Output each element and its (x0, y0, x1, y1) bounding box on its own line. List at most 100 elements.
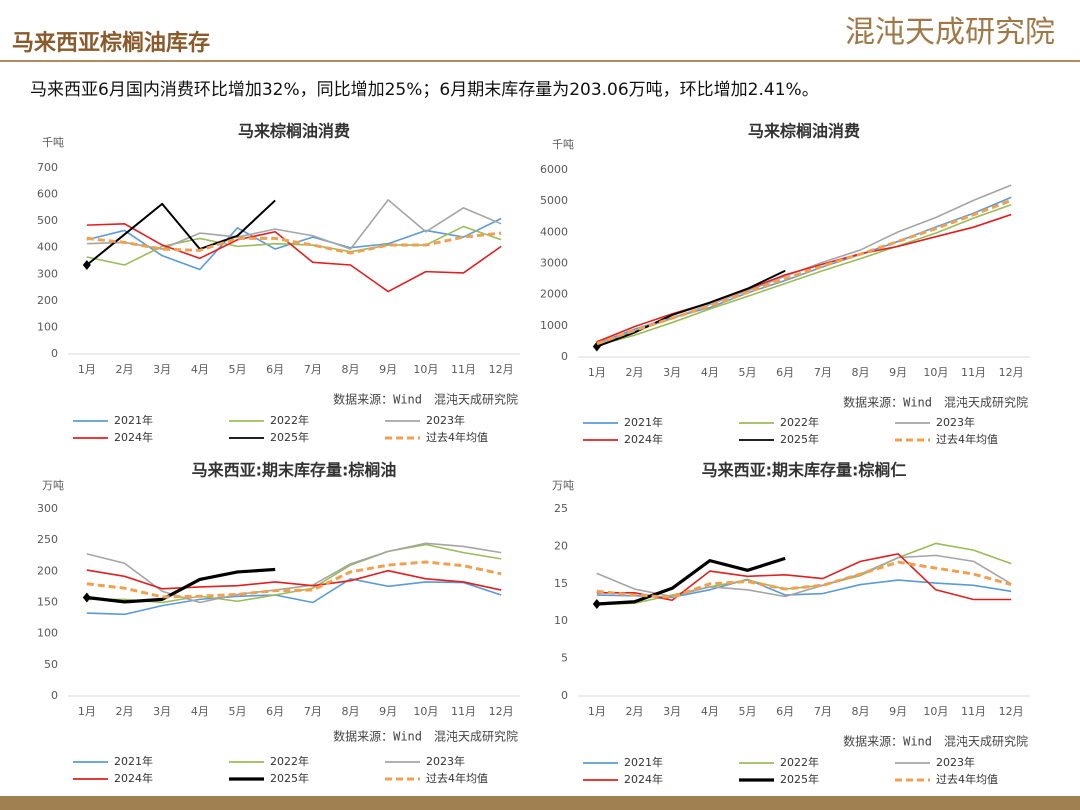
subtitle: 马来西亚6月国内消费环比增加32%，同比增加25%；6月期末库存量为203.06… (30, 80, 819, 100)
x-tick-label: 9月 (379, 363, 397, 376)
y-tick-label: 25 (554, 502, 568, 515)
x-tick-label: 6月 (776, 366, 794, 379)
x-tick-label: 3月 (153, 705, 171, 718)
legend-label: 2023年 (936, 755, 975, 769)
x-tick-label: 7月 (814, 705, 832, 718)
legend-label: 2021年 (624, 755, 663, 769)
x-tick-label: 1月 (588, 705, 606, 718)
x-tick-label: 10月 (923, 705, 948, 718)
y-tick-label: 100 (37, 627, 58, 640)
y-tick-label: 2000 (540, 288, 568, 301)
y-tick-label: 5 (561, 652, 568, 665)
x-tick-label: 12月 (489, 363, 514, 376)
y-tick-label: 600 (37, 188, 58, 201)
legend-label: 2024年 (624, 772, 663, 786)
legend-label: 2023年 (936, 415, 975, 429)
series-line (86, 223, 502, 293)
series-line (596, 560, 1012, 599)
legend-label: 2023年 (426, 413, 465, 427)
y-tick-label: 4000 (540, 225, 568, 238)
x-tick-label: 7月 (304, 705, 322, 718)
x-tick-label: 7月 (304, 363, 322, 376)
y-tick-label: 15 (554, 577, 568, 590)
series-line (596, 556, 786, 606)
x-tick-label: 4月 (701, 705, 719, 718)
x-tick-label: 5月 (229, 363, 247, 376)
x-tick-label: 8月 (342, 705, 360, 718)
y-tick-label: 400 (37, 241, 58, 254)
y-tick-label: 10 (554, 614, 568, 627)
y-tick-label: 0 (51, 347, 58, 360)
x-tick-label: 1月 (78, 363, 96, 376)
series-line (86, 578, 502, 616)
x-tick-label: 10月 (413, 705, 438, 718)
legend-label: 2024年 (624, 432, 663, 446)
legend-label: 2024年 (114, 771, 153, 785)
x-tick-label: 5月 (739, 366, 757, 379)
legend-label: 2021年 (114, 413, 153, 427)
x-tick-label: 5月 (739, 705, 757, 718)
legend-label: 2022年 (270, 413, 309, 427)
x-tick-label: 2月 (626, 366, 644, 379)
unit-label: 千吨 (552, 138, 574, 151)
series-line (596, 269, 786, 348)
series-line (596, 199, 1012, 346)
x-tick-label: 2月 (626, 705, 644, 718)
x-tick-label: 4月 (191, 363, 209, 376)
x-tick-label: 1月 (588, 366, 606, 379)
y-tick-label: 150 (37, 596, 58, 609)
x-tick-label: 6月 (266, 363, 284, 376)
x-tick-label: 4月 (701, 366, 719, 379)
x-tick-label: 10月 (923, 366, 948, 379)
x-tick-label: 12月 (999, 366, 1024, 379)
y-tick-label: 700 (37, 161, 58, 174)
x-tick-label: 11月 (451, 363, 476, 376)
y-tick-label: 0 (561, 350, 568, 363)
x-tick-label: 11月 (451, 705, 476, 718)
y-tick-label: 1000 (540, 319, 568, 332)
x-tick-label: 2月 (116, 363, 134, 376)
legend-label: 2025年 (780, 432, 819, 446)
x-tick-label: 6月 (266, 705, 284, 718)
source-note: 数据来源：Wind 混沌天成研究院 (333, 729, 518, 744)
series-line (86, 225, 502, 266)
series-line (86, 567, 276, 604)
x-tick-label: 8月 (852, 705, 870, 718)
x-tick-label: 4月 (191, 705, 209, 718)
x-tick-label: 12月 (489, 705, 514, 718)
legend-label: 2023年 (426, 754, 465, 768)
chart-title: 马来棕榈油消费 (238, 122, 350, 141)
series-line (596, 553, 1012, 602)
series-line (86, 569, 502, 591)
legend-label: 2022年 (270, 754, 309, 768)
y-tick-label: 200 (37, 564, 58, 577)
point-marker (82, 592, 91, 603)
x-tick-label: 7月 (814, 366, 832, 379)
x-tick-label: 1月 (78, 705, 96, 718)
legend-label: 过去4年均值 (426, 430, 488, 444)
y-tick-label: 50 (44, 658, 58, 671)
x-tick-label: 8月 (852, 366, 870, 379)
legend-label: 过去4年均值 (936, 772, 998, 786)
y-tick-label: 3000 (540, 257, 568, 270)
series-line (596, 554, 1012, 598)
legend-label: 2025年 (270, 771, 309, 785)
chart-title: 马来西亚:期末库存量:棕榈仁 (702, 461, 907, 480)
y-tick-label: 0 (51, 689, 58, 702)
x-tick-label: 9月 (889, 705, 907, 718)
logo: 混沌天成研究院 (845, 15, 1055, 50)
y-tick-label: 250 (37, 533, 58, 546)
unit-label: 万吨 (552, 479, 574, 492)
series-line (86, 199, 276, 266)
legend-label: 2021年 (114, 754, 153, 768)
legend-label: 2022年 (780, 755, 819, 769)
y-tick-label: 500 (37, 214, 58, 227)
x-tick-label: 3月 (663, 705, 681, 718)
x-tick-label: 6月 (776, 705, 794, 718)
x-tick-label: 10月 (413, 363, 438, 376)
source-note: 数据来源：Wind 混沌天成研究院 (333, 392, 518, 407)
x-tick-label: 12月 (999, 705, 1024, 718)
chart-title: 马来西亚:期末库存量:棕榈油 (192, 461, 397, 480)
